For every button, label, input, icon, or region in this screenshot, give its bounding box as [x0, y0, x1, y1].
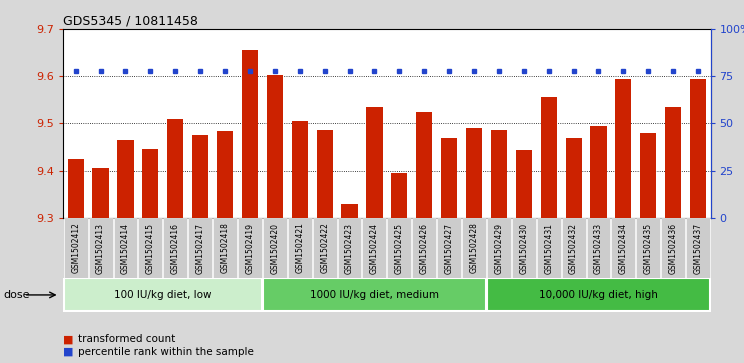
Text: GSM1502422: GSM1502422 [320, 223, 329, 273]
Text: GSM1502421: GSM1502421 [295, 223, 304, 273]
FancyBboxPatch shape [64, 218, 88, 278]
Text: GSM1502432: GSM1502432 [569, 223, 578, 274]
FancyBboxPatch shape [487, 278, 710, 311]
Text: GSM1502425: GSM1502425 [395, 223, 404, 274]
Text: 10,000 IU/kg diet, high: 10,000 IU/kg diet, high [539, 290, 658, 300]
Bar [541, 97, 557, 218]
FancyBboxPatch shape [238, 218, 262, 278]
FancyBboxPatch shape [437, 218, 461, 278]
Text: GSM1502420: GSM1502420 [270, 223, 279, 274]
FancyBboxPatch shape [462, 218, 486, 278]
FancyBboxPatch shape [661, 218, 685, 278]
FancyBboxPatch shape [612, 218, 635, 278]
Text: GSM1502437: GSM1502437 [693, 223, 702, 274]
Text: GSM1502417: GSM1502417 [196, 223, 205, 274]
Text: dose: dose [4, 290, 31, 300]
FancyBboxPatch shape [312, 218, 336, 278]
Bar [441, 138, 458, 218]
FancyBboxPatch shape [164, 218, 187, 278]
FancyBboxPatch shape [636, 218, 660, 278]
Bar [118, 140, 134, 218]
Bar [142, 150, 158, 218]
Bar [217, 131, 233, 218]
Bar [391, 173, 408, 218]
Text: transformed count: transformed count [78, 334, 176, 344]
Text: GSM1502426: GSM1502426 [420, 223, 429, 274]
Text: GSM1502424: GSM1502424 [370, 223, 379, 274]
Text: GSM1502428: GSM1502428 [469, 223, 478, 273]
Bar [640, 133, 656, 218]
Text: GSM1502430: GSM1502430 [519, 223, 528, 274]
Bar [466, 128, 482, 218]
Bar [267, 75, 283, 218]
FancyBboxPatch shape [487, 218, 511, 278]
Text: GSM1502436: GSM1502436 [669, 223, 678, 274]
FancyBboxPatch shape [338, 218, 362, 278]
FancyBboxPatch shape [512, 218, 536, 278]
Text: ■: ■ [63, 334, 74, 344]
Text: GSM1502414: GSM1502414 [121, 223, 130, 274]
FancyBboxPatch shape [64, 278, 262, 311]
Bar [516, 150, 532, 218]
FancyBboxPatch shape [388, 218, 411, 278]
Text: GSM1502435: GSM1502435 [644, 223, 652, 274]
FancyBboxPatch shape [362, 218, 386, 278]
Bar [690, 78, 706, 218]
FancyBboxPatch shape [213, 218, 237, 278]
Bar [341, 204, 358, 218]
Bar [192, 135, 208, 218]
Text: GSM1502427: GSM1502427 [445, 223, 454, 274]
FancyBboxPatch shape [686, 218, 710, 278]
Bar [292, 121, 308, 218]
Text: 1000 IU/kg diet, medium: 1000 IU/kg diet, medium [310, 290, 439, 300]
Bar [68, 159, 84, 218]
Text: GSM1502429: GSM1502429 [495, 223, 504, 274]
Text: GSM1502431: GSM1502431 [544, 223, 554, 274]
FancyBboxPatch shape [138, 218, 162, 278]
FancyBboxPatch shape [536, 218, 561, 278]
Text: GSM1502433: GSM1502433 [594, 223, 603, 274]
FancyBboxPatch shape [412, 218, 436, 278]
FancyBboxPatch shape [114, 218, 138, 278]
Text: GSM1502419: GSM1502419 [246, 223, 254, 274]
FancyBboxPatch shape [263, 218, 286, 278]
FancyBboxPatch shape [562, 218, 586, 278]
Text: 100 IU/kg diet, low: 100 IU/kg diet, low [114, 290, 211, 300]
FancyBboxPatch shape [288, 218, 312, 278]
Bar [316, 130, 333, 218]
FancyBboxPatch shape [586, 218, 610, 278]
Bar [416, 111, 432, 218]
Text: GSM1502434: GSM1502434 [619, 223, 628, 274]
Bar [491, 130, 507, 218]
FancyBboxPatch shape [188, 218, 212, 278]
Text: GSM1502423: GSM1502423 [345, 223, 354, 274]
Bar [665, 107, 682, 218]
FancyBboxPatch shape [263, 278, 486, 311]
Text: GSM1502415: GSM1502415 [146, 223, 155, 274]
Text: GSM1502416: GSM1502416 [171, 223, 180, 274]
Text: percentile rank within the sample: percentile rank within the sample [78, 347, 254, 357]
Text: GSM1502418: GSM1502418 [220, 223, 230, 273]
Text: ■: ■ [63, 347, 74, 357]
Bar [167, 119, 183, 218]
Bar [366, 107, 382, 218]
Text: GDS5345 / 10811458: GDS5345 / 10811458 [63, 15, 198, 28]
Bar [615, 78, 632, 218]
Text: GSM1502413: GSM1502413 [96, 223, 105, 274]
Text: GSM1502412: GSM1502412 [71, 223, 80, 273]
FancyBboxPatch shape [89, 218, 112, 278]
Bar [565, 138, 582, 218]
Bar [591, 126, 606, 218]
Bar [242, 50, 258, 218]
Bar [92, 168, 109, 218]
